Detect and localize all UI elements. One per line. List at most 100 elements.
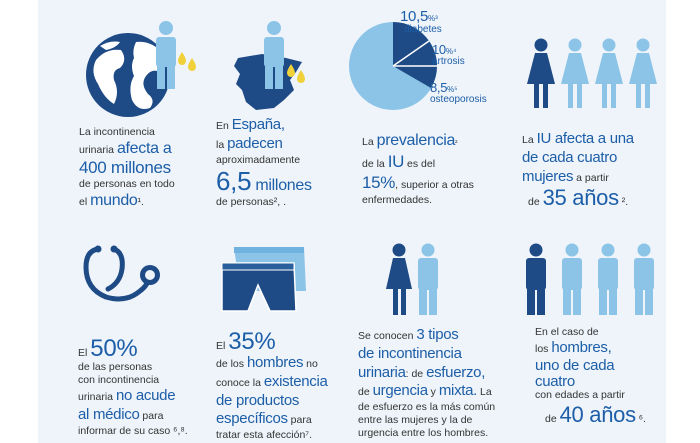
c1-l5b: mundo: [90, 191, 138, 209]
c5-l5a: al médico: [78, 406, 140, 423]
c5-l4b: no acude: [115, 387, 176, 405]
person-icon: [264, 21, 284, 89]
c7-l3b: : de: [405, 367, 427, 380]
stethoscope-icon: [83, 245, 160, 302]
c3-l1c: ²: [455, 140, 458, 147]
c7-l4e: La: [477, 386, 492, 399]
pie-slice-osteoporosis: [393, 66, 437, 88]
c6-l4: de productos: [216, 391, 300, 409]
c6-l1a: El: [216, 340, 226, 352]
c4-l2: de cada cuatro: [522, 148, 618, 166]
world-text: La incontinencia urinaria afecta a 400 m…: [79, 126, 189, 211]
c1-l2b: afecta a: [116, 140, 172, 158]
c3-p2: 10: [432, 42, 446, 57]
c8-l2a: los: [535, 343, 552, 356]
c2-l1b: España,: [231, 116, 285, 133]
c7-l2: de incontinencia: [358, 344, 462, 362]
underwear-icon: [221, 247, 306, 312]
c1-l5a: el: [79, 195, 91, 208]
men-text: En el caso de los hombres, uno de cada c…: [535, 326, 660, 427]
pie-label-diabetes: 10,5%³ diabetes: [400, 8, 442, 36]
products-text: El 35% de los hombres no conoce la exist…: [216, 330, 346, 442]
c5-l1b: 50%: [90, 335, 138, 362]
c8-l6c: ⁶.: [635, 412, 646, 425]
c1-l2a: urinaria: [79, 144, 117, 157]
c7-l4a: de: [358, 386, 373, 399]
c8-l2b: hombres,: [551, 339, 612, 357]
c6-l2a: de los: [216, 358, 247, 370]
c3-p3s: %⁵: [447, 85, 458, 94]
pie-slice-artrosis: [393, 41, 437, 66]
women-figures-icon: [527, 38, 657, 108]
c1-l1: La incontinencia: [79, 126, 155, 138]
pie-label-osteoporosis: 8,5%⁵ osteoporosis: [430, 80, 487, 107]
c8-l1: En el caso de: [535, 326, 599, 338]
c3-l3a: 15%: [362, 173, 396, 193]
c4-l4b: 35 años: [542, 185, 620, 211]
c3-l2b: IU: [387, 152, 405, 171]
c5-l5b: para: [139, 410, 164, 422]
c4-l1a: La: [522, 134, 537, 146]
c2-l5: de personas², .: [216, 195, 287, 208]
c2-l3: aproximadamente: [216, 153, 301, 166]
c7-l1a: Se conocen: [358, 330, 417, 342]
c1-l5c: ¹.: [137, 195, 144, 208]
prevalence-pie-chart: [349, 22, 437, 110]
men-figures-icon: [526, 243, 654, 315]
c3-p1s: %³: [428, 14, 438, 23]
pie-slice-diabetes: [393, 22, 429, 66]
c4-l4a: de: [528, 196, 543, 209]
c8-l6a: de: [545, 412, 560, 425]
c8-l4: cuatro: [535, 372, 575, 390]
c7-l4d: mixta.: [438, 382, 478, 400]
drops-icon: [287, 64, 305, 83]
c5-l1: El: [78, 347, 88, 359]
c3-p3l: osteoporosis: [430, 94, 487, 106]
c4-l4c: ².: [618, 196, 629, 209]
c5-l6: informar de su caso ⁶,⁸.: [78, 424, 188, 437]
c3-l3b: , superior a otras: [395, 179, 474, 192]
c6-l5a: específicos: [216, 410, 288, 428]
c3-p1l: diabetes: [404, 23, 442, 35]
c1-l3: 400 millones: [79, 158, 171, 178]
c7-l5: de esfuerzo es la más común: [358, 401, 496, 413]
c3-p1: 10,5: [400, 8, 428, 25]
pie-label-artrosis: 10%⁴ artrosis: [432, 42, 465, 69]
types-text: Se conocen 3 tipos de incontinencia urin…: [358, 326, 508, 440]
c5-l2: de las personas: [78, 361, 153, 373]
spain-text: En España, la padecen aproximadamente 6,…: [216, 116, 346, 209]
doctor-text: El 50% de las personas con incontinencia…: [78, 337, 198, 438]
c6-l2b: hombres: [246, 354, 304, 371]
c6-l1b: 35%: [228, 328, 276, 355]
c3-l2c: es del: [404, 158, 436, 170]
c2-l1a: En: [216, 120, 232, 132]
c6-l6: tratar esta afección⁷.: [216, 429, 313, 441]
c6-l3b: existencia: [263, 372, 328, 390]
c8-l3: uno de cada: [535, 356, 615, 374]
c2-l2a: la: [216, 138, 228, 151]
c5-l3: con incontinencia: [78, 374, 160, 387]
c7-l4c: y: [427, 386, 439, 399]
c6-l3a: conoce la: [216, 376, 264, 389]
c2-l4a: 6,5: [216, 165, 252, 196]
c3-p3: 8,5: [430, 80, 448, 95]
c8-l6b: 40 años: [559, 401, 637, 427]
women-text: La IU afecta a una de cada cuatro mujere…: [522, 130, 662, 210]
c3-l2a: de la: [362, 158, 388, 170]
c6-l5b: para: [287, 414, 312, 427]
c3-l1b: prevalencia: [376, 132, 456, 149]
c7-l7: urgencia entre los hombres.: [358, 427, 489, 440]
c3-p2s: %⁴: [445, 47, 457, 56]
c3-l4: enfermedades.: [362, 193, 433, 206]
c5-l4a: urinaria: [78, 391, 116, 404]
prevalence-text: La prevalencia² de la IU es del 15%, sup…: [362, 131, 487, 207]
c4-l3a: mujeres: [522, 167, 574, 185]
c2-l4b: millones: [251, 176, 312, 194]
c7-l3a: urinaria: [358, 363, 406, 381]
c2-l2b: padecen: [227, 134, 283, 152]
couple-figures-icon: [386, 243, 438, 315]
c3-p2l: artrosis: [432, 56, 465, 68]
c4-l3b: a partir: [573, 171, 609, 184]
c1-l4: de personas en todo: [79, 177, 175, 190]
c6-l2c: no: [303, 358, 318, 370]
